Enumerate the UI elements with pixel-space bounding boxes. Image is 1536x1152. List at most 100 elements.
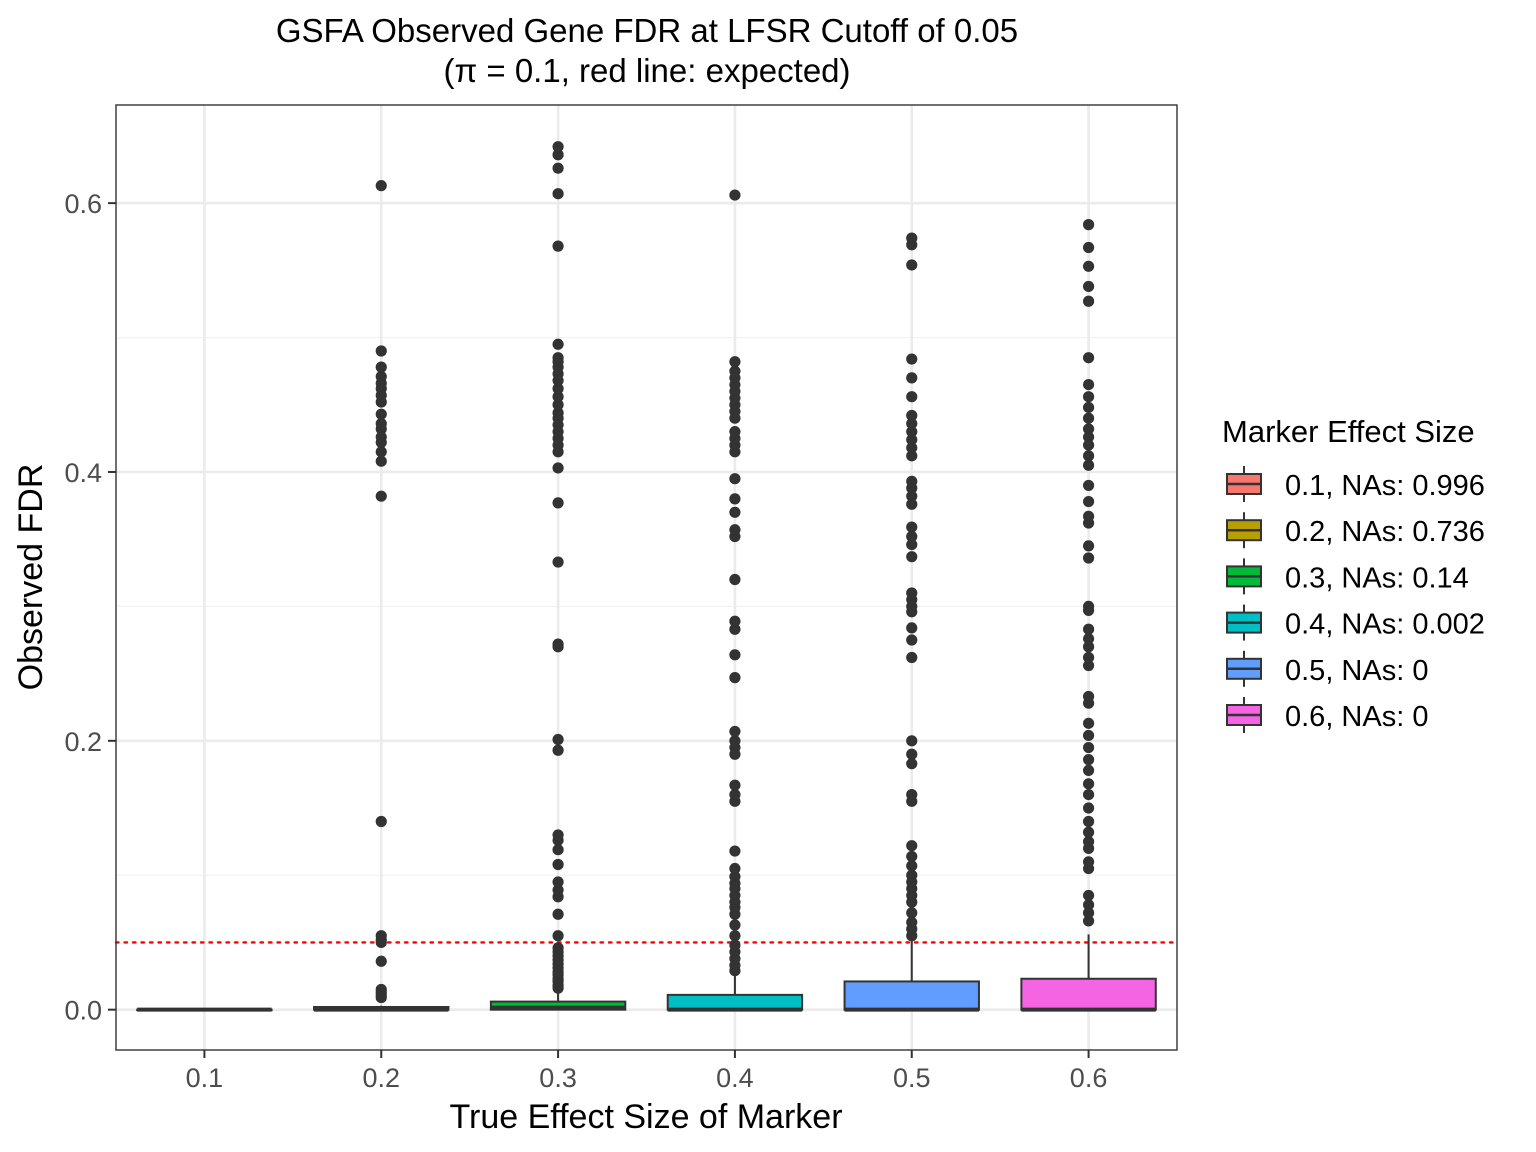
outlier-point (1082, 295, 1095, 307)
outlier-point (729, 473, 741, 485)
x-tick-label: 0.6 (1070, 1063, 1108, 1093)
y-axis-title: Observed FDR (12, 464, 50, 691)
outlier-point (552, 829, 564, 841)
outlier-point (375, 417, 387, 430)
outlier-point (906, 434, 918, 446)
legend-item-0.3: 0.3, NAs: 0.14 (1226, 558, 1469, 595)
y-tick-label: 0.4 (64, 458, 102, 488)
outlier-point (552, 462, 564, 474)
box (489, 1000, 627, 1011)
outlier-point (729, 919, 741, 931)
outlier-point (1082, 540, 1095, 552)
outlier-point (729, 939, 741, 951)
outlier-point (1082, 459, 1095, 471)
outlier-point (375, 983, 387, 996)
outlier-point (906, 442, 918, 454)
box (666, 993, 804, 1011)
outlier-point (1082, 815, 1095, 828)
outlier-point (729, 672, 741, 684)
outlier-point (1082, 856, 1095, 868)
outlier-point (906, 840, 918, 852)
outlier-point (906, 490, 918, 502)
outlier-point (1082, 391, 1095, 403)
outlier-point (906, 850, 918, 863)
outlier-point (729, 524, 741, 536)
outlier-point (375, 370, 387, 383)
outlier-point (906, 788, 918, 801)
outlier-point (906, 409, 918, 422)
outlier-point (729, 615, 741, 627)
outlier-point (906, 651, 918, 664)
outlier-point (1082, 764, 1095, 776)
box-group-0.5 (843, 232, 980, 1012)
box-group-0.3 (489, 141, 627, 1011)
outlier-point (375, 455, 387, 467)
outlier-point (375, 815, 387, 828)
outlier-point (729, 779, 741, 791)
outlier-point (375, 180, 387, 192)
x-tick-label: 0.3 (539, 1063, 577, 1093)
outlier-point (552, 844, 564, 856)
outlier-point (552, 876, 564, 888)
outlier-point (906, 450, 918, 462)
outlier-point (552, 188, 564, 200)
outlier-point (729, 365, 741, 377)
outlier-point (729, 623, 741, 635)
outlier-point (1082, 899, 1095, 911)
legend-label: 0.5, NAs: 0 (1285, 655, 1428, 687)
axes: 0.0 0.2 0.4 0.6 0.1 0.2 0.3 0.4 0.5 0.6 (64, 104, 1178, 1093)
outlier-point (1082, 495, 1095, 508)
outlier-point (1082, 510, 1095, 522)
plot-border (115, 104, 1178, 1051)
outlier-point (552, 391, 564, 403)
outlier-point (729, 189, 741, 201)
legend-item-0.6: 0.6, NAs: 0 (1226, 697, 1428, 733)
box (1020, 977, 1157, 1011)
outlier-point (1082, 219, 1095, 231)
outlier-point (1082, 836, 1095, 848)
y-tick-label: 0.6 (64, 189, 102, 219)
outlier-point (375, 490, 387, 502)
outlier-point (906, 530, 918, 543)
outlier-point (552, 638, 564, 650)
outlier-point (552, 141, 564, 153)
outlier-point (729, 356, 741, 368)
outlier-point (729, 788, 741, 801)
outlier-point (906, 426, 918, 438)
outlier-point (552, 399, 564, 411)
outlier-point (906, 907, 918, 919)
outlier-point (1082, 651, 1095, 664)
outlier-point (1082, 717, 1095, 729)
outlier-point (375, 408, 387, 420)
outlier-point (1082, 260, 1095, 272)
outlier-point (552, 407, 564, 419)
legend-item-0.4: 0.4, NAs: 0.002 (1226, 604, 1485, 641)
outlier-point (552, 352, 564, 364)
outlier-point (906, 417, 918, 430)
outlier-point (552, 556, 564, 568)
outlier-point (906, 372, 918, 384)
outlier-point (1082, 826, 1095, 838)
outlier-point (729, 930, 741, 942)
outlier-point (1082, 889, 1095, 902)
plot-panel (116, 105, 1177, 1050)
box-group-0.1 (136, 1007, 273, 1012)
outlier-point (1082, 641, 1095, 653)
box-group-0.4 (666, 189, 804, 1012)
outlier-point (552, 942, 564, 954)
legend-title: Marker Effect Size (1222, 414, 1475, 449)
chart-title: GSFA Observed Gene FDR at LFSR Cutoff of… (276, 12, 1018, 49)
outlier-point (1082, 450, 1095, 462)
outlier-point (1082, 623, 1095, 635)
outlier-point (906, 735, 918, 747)
chart-subtitle: (π = 0.1, red line: expected) (443, 52, 850, 89)
outlier-point (1082, 659, 1095, 672)
outlier-point (552, 733, 564, 746)
outlier-point (729, 862, 741, 875)
x-tick-label: 0.2 (362, 1063, 400, 1093)
outlier-point (1082, 423, 1095, 435)
outlier-point (906, 551, 918, 563)
outlier-point (375, 930, 387, 942)
outlier-point (729, 725, 741, 738)
